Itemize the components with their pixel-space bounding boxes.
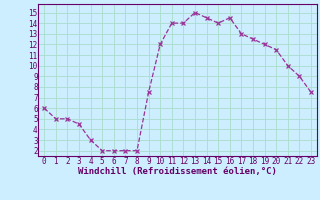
X-axis label: Windchill (Refroidissement éolien,°C): Windchill (Refroidissement éolien,°C) xyxy=(78,167,277,176)
